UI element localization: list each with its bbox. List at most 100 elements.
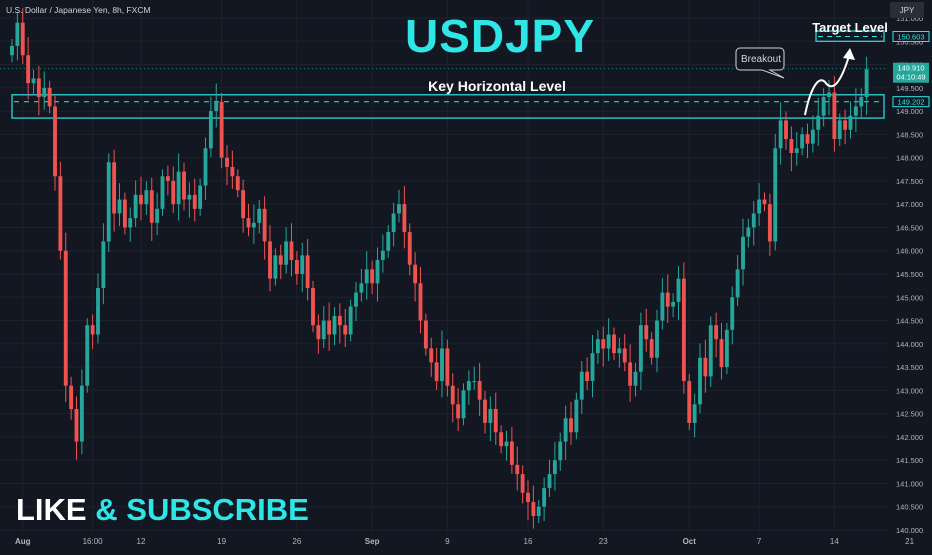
candle-body: [558, 441, 563, 461]
candle-body: [784, 120, 788, 140]
candle-body: [617, 348, 622, 354]
x-tick-label: 9: [445, 537, 450, 546]
candle-body: [321, 320, 326, 340]
candle-body: [305, 255, 310, 288]
candle-body: [375, 260, 380, 284]
candle-body: [633, 371, 638, 386]
candle-body: [273, 255, 278, 279]
y-tick-label: 144.000: [896, 340, 923, 349]
candle-body: [69, 385, 74, 409]
candle-body: [423, 320, 428, 349]
candle-body: [289, 241, 294, 261]
candle-body: [47, 87, 52, 107]
candle-body: [638, 325, 643, 372]
candle-body: [58, 176, 63, 251]
candle-body: [386, 232, 391, 251]
y-tick-label: 141.000: [896, 479, 923, 488]
candle-body: [724, 329, 729, 368]
candle-body: [79, 385, 84, 442]
currency-badge[interactable]: [890, 2, 924, 18]
candle-body: [343, 325, 348, 335]
candle-body: [456, 404, 461, 419]
y-tick-label: 147.000: [896, 200, 923, 209]
y-tick-label: 146.500: [896, 223, 923, 232]
candle-body: [595, 339, 600, 354]
candle-body: [735, 269, 740, 298]
candle-body: [612, 334, 616, 354]
key-level-zone: [11, 94, 885, 119]
candle-body: [101, 241, 106, 288]
candle-body: [36, 78, 41, 98]
candle-body: [15, 22, 20, 46]
candle-body: [520, 474, 525, 493]
time-axis-bg[interactable]: [0, 532, 888, 550]
target-level-label: Target Level: [812, 20, 888, 35]
candle-body: [563, 418, 568, 442]
candle-body: [547, 474, 552, 489]
candle-body: [155, 208, 160, 223]
candle-body: [606, 334, 611, 349]
candle-body: [601, 339, 606, 349]
y-tick-label: 148.500: [896, 130, 923, 139]
candle-body: [853, 106, 858, 116]
x-tick-label: 26: [292, 537, 301, 546]
candle-body: [698, 357, 702, 405]
candle-body: [671, 301, 676, 307]
candle-body: [316, 325, 321, 340]
y-tick-label: 140.500: [896, 503, 923, 512]
candle-body: [569, 418, 573, 433]
y-tick-label: 149.000: [896, 107, 923, 116]
current-price-tag: [893, 62, 929, 83]
candle-body: [719, 339, 724, 368]
x-tick-label: 16: [524, 537, 533, 546]
candle-body: [198, 185, 203, 209]
candle-body: [644, 325, 649, 340]
candle-body: [622, 348, 627, 363]
candle-body: [85, 325, 90, 386]
candle-body: [251, 222, 256, 228]
chart-title: USDJPY: [405, 10, 595, 62]
candle-body: [649, 339, 654, 358]
candle-body: [676, 278, 681, 302]
x-tick-label: 23: [599, 537, 608, 546]
candle-body: [63, 250, 68, 386]
candle-body: [762, 199, 767, 205]
candle-body: [187, 194, 192, 200]
candle-body: [708, 325, 713, 377]
candle-body: [370, 269, 375, 284]
candle-body: [499, 432, 504, 447]
candle-body: [488, 408, 493, 423]
y-tick-label: 151.000: [896, 14, 923, 23]
candle-body: [42, 87, 47, 98]
candle-body: [703, 357, 708, 377]
candle-body: [380, 250, 385, 261]
candle-body: [106, 162, 111, 242]
candle-body: [800, 134, 805, 149]
symbol-info: U.S. Dollar / Japanese Yen, 8h, FXCM: [6, 5, 151, 15]
key-level-label: Key Horizontal Level: [428, 78, 566, 94]
price-axis-bg[interactable]: [888, 0, 932, 550]
candle-body: [20, 22, 25, 56]
candle-body: [767, 204, 772, 242]
candle-body: [171, 180, 176, 205]
candle-body: [391, 213, 396, 233]
candle-body: [300, 255, 305, 274]
y-tick-label: 143.500: [896, 363, 923, 372]
x-tick-label: Oct: [683, 537, 697, 546]
candle-body: [773, 148, 778, 242]
candle-body: [139, 194, 143, 205]
x-tick-label: 19: [217, 537, 226, 546]
candles: [10, 8, 869, 529]
candle-body: [590, 353, 595, 382]
candle-body: [665, 292, 670, 307]
candle-body: [235, 176, 240, 191]
current-price-value: 149.910: [897, 64, 924, 73]
y-tick-label: 145.000: [896, 293, 923, 302]
candle-body: [483, 399, 487, 423]
candle-body: [327, 320, 332, 335]
candle-body: [515, 464, 520, 475]
candle-body: [477, 381, 482, 400]
candle-body: [165, 176, 170, 181]
candle-body: [284, 241, 289, 265]
candle-body: [552, 460, 557, 475]
